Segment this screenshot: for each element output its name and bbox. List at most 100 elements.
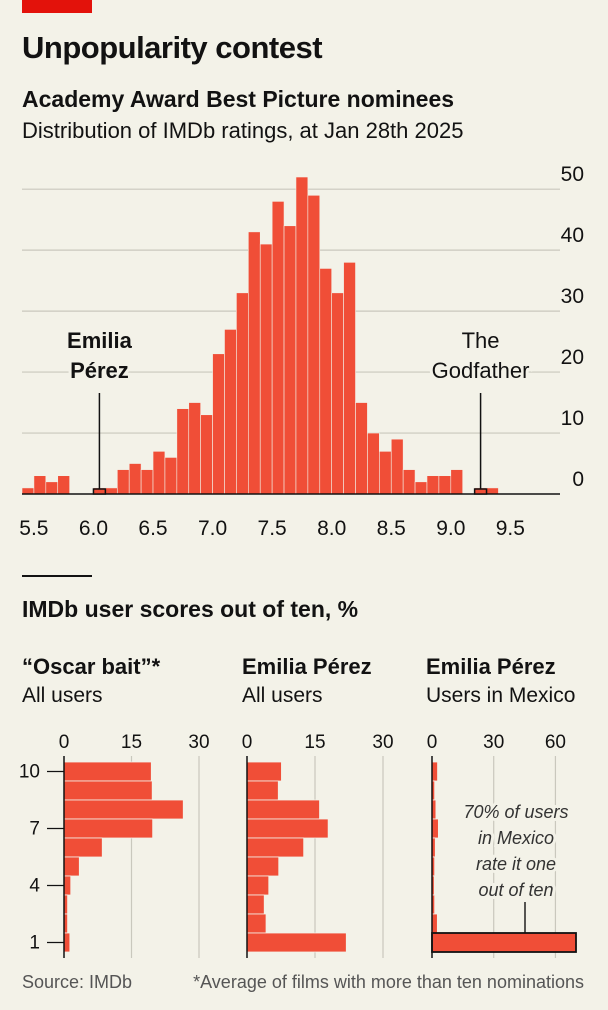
- chart-description: Distribution of IMDb ratings, at Jan 28t…: [22, 118, 464, 143]
- histogram-bar: [105, 487, 118, 495]
- histogram-bar: [212, 353, 225, 495]
- histogram-bar: [200, 414, 213, 495]
- panel-subtitle-oscar-bait: All users: [22, 684, 103, 707]
- panel-x-tick-label: 30: [372, 732, 393, 753]
- histogram-bar: [283, 225, 297, 495]
- histogram-bar: [319, 268, 332, 495]
- annotation-label: Emilia: [67, 328, 133, 353]
- histogram-bar: [390, 438, 404, 495]
- panel-bar: [246, 799, 320, 820]
- histogram-bar: [152, 451, 166, 495]
- histogram-bar: [21, 487, 35, 495]
- histogram-bar: [128, 463, 142, 495]
- panel-bar: [63, 799, 184, 820]
- panel-bar: [431, 761, 438, 782]
- panel-y-tick-label: 10: [19, 762, 40, 783]
- source-note: Source: IMDb: [22, 972, 133, 992]
- panel-bar: [246, 837, 305, 858]
- footnote: *Average of films with more than ten nom…: [193, 972, 584, 992]
- histogram-bar: [164, 457, 178, 495]
- x-tick-label: 5.5: [19, 517, 48, 540]
- panel-bar: [246, 894, 265, 915]
- annotation-label: Pérez: [70, 358, 129, 383]
- y-tick-label: 10: [561, 407, 584, 430]
- histogram-bar: [45, 481, 59, 495]
- panel-bar: [63, 932, 71, 953]
- panel-y-tick-label: 7: [29, 819, 40, 840]
- histogram-bar: [259, 243, 273, 495]
- histogram-bar: [188, 402, 201, 495]
- histogram-bar: [224, 329, 237, 495]
- y-tick-label: 30: [561, 285, 584, 308]
- panel-bar: [431, 818, 439, 839]
- histogram-bar: [271, 201, 285, 495]
- panel-x-tick-label: 60: [545, 732, 566, 753]
- panel-bar: [63, 780, 153, 801]
- histogram-bar: [426, 475, 440, 495]
- panel-bar: [63, 761, 152, 782]
- panel-x-tick-label: 0: [59, 732, 70, 753]
- brand-bar: [22, 0, 92, 13]
- panel-bar: [246, 875, 270, 896]
- panel-y-tick-label: 1: [29, 933, 40, 954]
- panel-bar: [246, 932, 347, 953]
- panel-x-tick-label: 0: [427, 732, 438, 753]
- panel-bar: [246, 856, 280, 877]
- x-tick-label: 7.5: [258, 517, 287, 540]
- panel-bar: [246, 818, 329, 839]
- histogram-bar: [331, 292, 344, 495]
- panel-x-tick-label: 30: [483, 732, 504, 753]
- panel-bar: [246, 761, 282, 782]
- panel-x-tick-label: 30: [188, 732, 209, 753]
- panel-bar: [246, 780, 279, 801]
- histogram-bar: [343, 262, 356, 495]
- panel-x-tick-label: 0: [242, 732, 253, 753]
- highlight-bar: [92, 488, 107, 495]
- x-tick-label: 6.0: [79, 517, 108, 540]
- histogram-bar: [367, 432, 380, 495]
- panel-annotation: out of ten: [478, 880, 553, 900]
- panel-y-tick-label: 4: [29, 876, 40, 897]
- panel-subtitle-emilia-all: All users: [242, 684, 323, 707]
- panel-bar: [63, 818, 154, 839]
- histogram-bar: [176, 408, 190, 495]
- panel-bar: [63, 875, 72, 896]
- chart-subtitle: Academy Award Best Picture nominees: [22, 86, 455, 112]
- histogram-bar: [355, 402, 368, 495]
- histogram-bar: [33, 475, 47, 495]
- section-divider: [22, 575, 92, 577]
- y-tick-label: 20: [561, 346, 584, 369]
- histogram-bar: [414, 481, 428, 495]
- panel-bar: [431, 932, 577, 953]
- panel-title-emilia-all: Emilia Pérez: [242, 654, 372, 679]
- panel-bar: [431, 913, 438, 934]
- y-tick-label: 40: [561, 224, 584, 247]
- histogram-bar: [402, 469, 416, 495]
- histogram-bar: [236, 292, 249, 495]
- x-tick-label: 9.5: [496, 517, 525, 540]
- histogram-bar: [140, 469, 154, 495]
- histogram-bar: [248, 231, 261, 495]
- panel-x-tick-label: 15: [121, 732, 142, 753]
- panel-bar: [63, 837, 103, 858]
- panel-subtitle-emilia-mexico: Users in Mexico: [426, 684, 576, 707]
- histogram-bar: [486, 487, 499, 495]
- histogram-bar: [295, 176, 309, 495]
- chart-title: Unpopularity contest: [22, 30, 323, 65]
- histogram-bar: [438, 475, 452, 495]
- histogram-bar: [379, 451, 392, 495]
- y-tick-label: 0: [572, 468, 584, 491]
- histogram-bar: [307, 194, 321, 495]
- x-tick-label: 8.5: [377, 517, 406, 540]
- x-tick-label: 8.0: [317, 517, 346, 540]
- panel-title-oscar-bait: “Oscar bait”*: [22, 654, 161, 679]
- panel-annotation: 70% of users: [463, 802, 568, 822]
- histogram-bar: [57, 475, 70, 495]
- panel-bar: [63, 856, 80, 877]
- x-tick-label: 6.5: [138, 517, 167, 540]
- histogram-bar: [116, 469, 130, 495]
- histogram-bar: [450, 469, 464, 495]
- section-title: IMDb user scores out of ten, %: [22, 596, 359, 622]
- x-tick-label: 9.0: [436, 517, 465, 540]
